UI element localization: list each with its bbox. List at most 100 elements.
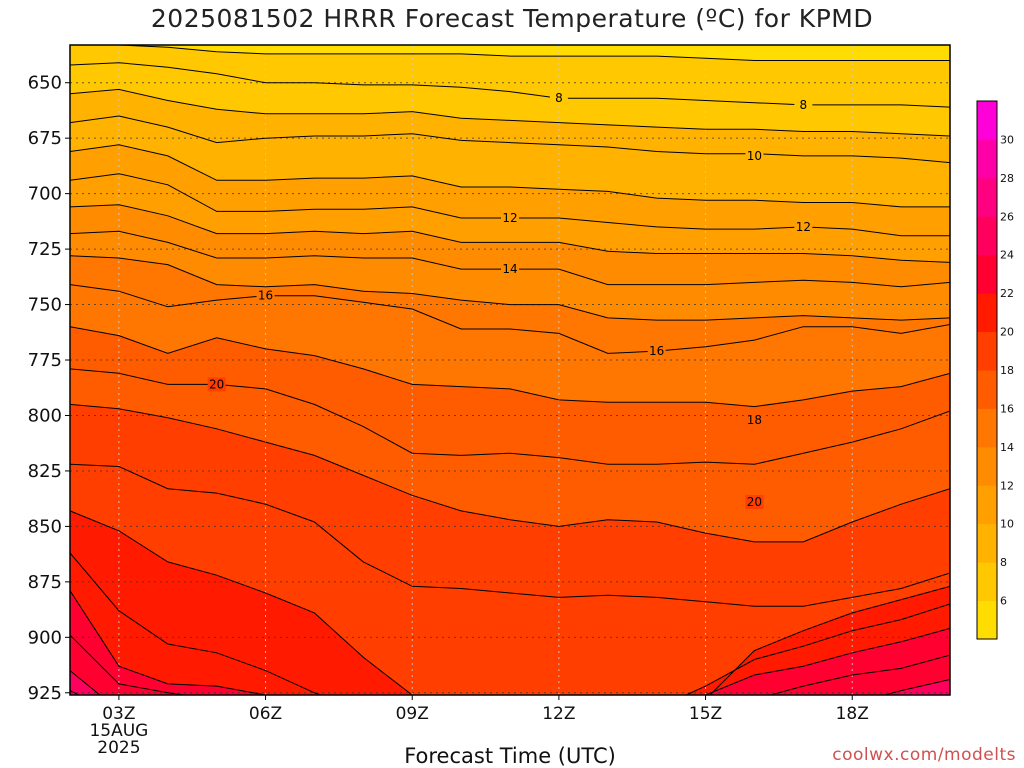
y-tick-label: 750 (28, 295, 62, 316)
band-10 (70, 116, 950, 207)
band-19 (70, 404, 950, 607)
contour-label: 8 (555, 91, 563, 105)
x-axis-label: Forecast Time (UTC) (404, 744, 616, 768)
colorbar-tick-label: 14 (1000, 441, 1014, 454)
colorbar-swatch (977, 293, 997, 333)
contour-line-17 (70, 326, 950, 408)
y-tick-label: 850 (28, 516, 62, 537)
y-tick-label: 825 (28, 461, 62, 482)
contour-line-19 (70, 403, 950, 543)
chart-title: 2025081502 HRRR Forecast Temperature (ºC… (150, 4, 874, 33)
band-7 (70, 45, 950, 108)
colorbar-swatch (977, 370, 997, 409)
colorbar-swatch (977, 408, 997, 448)
contour-label: 14 (502, 262, 517, 276)
contour-line-13 (70, 204, 950, 263)
x-tick-label: 15AUG (89, 721, 148, 741)
colorbar-swatch (977, 523, 997, 563)
y-tick-label: 700 (28, 184, 62, 205)
colorbar: 6 8 10 12 14 16 18 20 22 24 26 28 30 (976, 100, 1014, 640)
contour-line-9 (70, 88, 950, 137)
band-21 (70, 510, 950, 695)
contour-label-bg (501, 262, 519, 277)
colorbar-tick-label: 8 (1000, 556, 1007, 569)
colorbar-swatch (977, 600, 997, 640)
y-tick-label: 725 (28, 239, 62, 260)
colorbar-tick-label: 24 (1000, 249, 1014, 262)
colorbar-swatch (977, 177, 997, 217)
x-tick-label: 15Z (689, 704, 722, 724)
y-axis: 650 675 700 725 750 775 800 825 850 875 900 925 (28, 73, 70, 704)
x-tick-label: 18Z (836, 704, 869, 724)
grid-lines (70, 45, 950, 695)
contour-label-bg (501, 211, 519, 226)
colorbar-swatch (977, 101, 997, 140)
contour-line-15 (70, 255, 950, 321)
contour-label-bg (549, 91, 568, 106)
band-8 (70, 62, 950, 137)
band-24 (70, 635, 950, 695)
contour-line-7 (107, 45, 950, 61)
colorbar-tick-label: 28 (1000, 172, 1014, 185)
contour-label-bg (256, 288, 275, 303)
y-tick-label: 800 (28, 405, 62, 426)
x-tick-label: 09Z (396, 704, 429, 724)
band-9 (70, 89, 950, 163)
contour-line-21 (70, 510, 950, 695)
x-tick-label: 03Z (102, 704, 135, 724)
contour-line-22 (70, 552, 950, 695)
contour-label: 10 (747, 149, 762, 163)
colorbar-swatch (977, 254, 997, 294)
x-tick-label: 12Z (542, 704, 575, 724)
contour-line-20 (70, 463, 950, 607)
y-tick-label: 675 (28, 128, 62, 149)
y-tick-label: 875 (28, 572, 62, 593)
colorbar-tick-label: 20 (1000, 326, 1014, 339)
contour-label: 20 (209, 377, 224, 391)
band-11 (70, 144, 950, 236)
contour-label: 12 (796, 220, 811, 234)
colorbar-tick-label: 22 (1000, 287, 1014, 300)
colorbar-tick-label: 26 (1000, 210, 1014, 223)
contour-label-bg (745, 148, 764, 163)
colorbar-tick-label: 12 (1000, 479, 1014, 492)
contour-label-bg (794, 219, 813, 234)
x-tick-label: 06Z (249, 704, 282, 724)
y-tick-label: 900 (28, 627, 62, 648)
contour-line-24 (70, 634, 950, 695)
contour-label: 16 (649, 344, 664, 358)
colorbar-swatch (977, 562, 997, 602)
contour-label: 16 (258, 289, 273, 303)
credit-text: coolwx.com/modelts (832, 745, 1016, 765)
band-18 (70, 368, 950, 542)
y-tick-label: 925 (28, 683, 62, 704)
contour-label-bg (207, 377, 226, 392)
contour-label-bg (647, 344, 666, 359)
colorbar-tick-label: 16 (1000, 402, 1014, 415)
contour-line-23 (70, 590, 950, 695)
contour-label-bg (794, 97, 813, 112)
contour-label: 12 (502, 211, 517, 225)
contour-line-16 (70, 284, 950, 354)
band-16 (70, 284, 950, 407)
colorbar-swatch (977, 485, 997, 525)
plot-frame (69, 44, 951, 696)
band-13 (70, 204, 950, 287)
contour-labels: 8 8 10 12 12 14 16 16 20 18 20 (207, 91, 813, 509)
y-tick-label: 650 (28, 73, 62, 94)
colorbar-tick-label: 30 (1000, 133, 1014, 146)
colorbar-swatch (977, 216, 997, 256)
contour-line-11 (70, 144, 950, 208)
colorbar-frame (976, 100, 998, 640)
colorbar-tick-label: 6 (1000, 595, 1007, 608)
contour-label: 20 (747, 495, 762, 509)
contour-label: 18 (747, 413, 762, 427)
colorbar-tick-label: 10 (1000, 518, 1014, 531)
contour-label: 8 (800, 98, 808, 112)
colorbar-swatch (977, 139, 997, 179)
contour-label-bg (745, 412, 764, 427)
colorbar-swatch (977, 446, 997, 486)
y-tick-label: 775 (28, 350, 62, 371)
